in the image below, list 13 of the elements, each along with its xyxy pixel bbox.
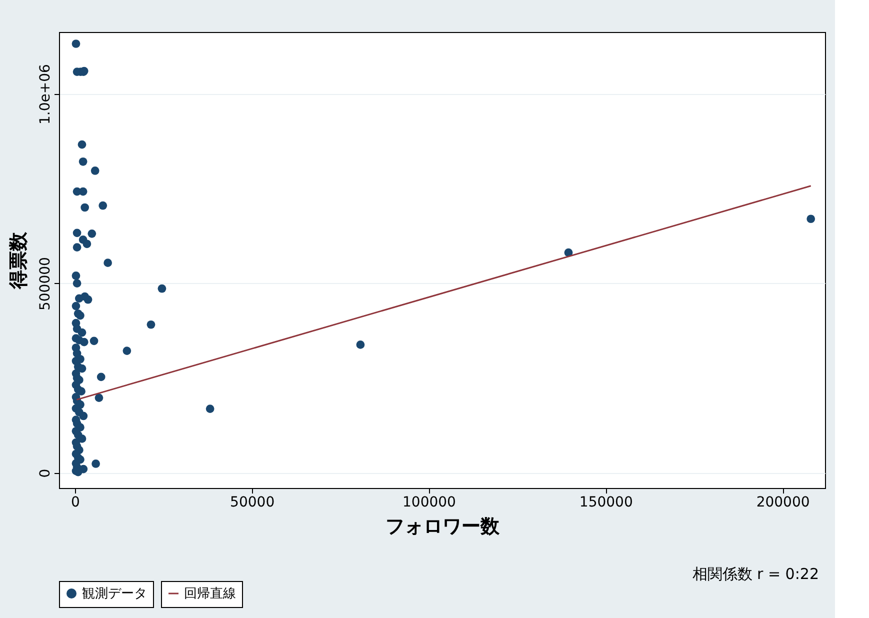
- x-tick-label: 200000: [756, 494, 810, 510]
- x-tick-label: 150000: [579, 494, 633, 510]
- text: 相関係数 r = 0:22: [692, 565, 819, 583]
- x-tick-label: 50000: [230, 494, 275, 510]
- y-axis-title: 得票数: [8, 231, 30, 290]
- legend-label: 回帰直線: [184, 586, 236, 602]
- x-tick-label: 0: [70, 494, 80, 510]
- y-tick-label: 1.0e+06: [38, 64, 54, 125]
- x-axis-title: フォロワー数: [386, 516, 500, 538]
- legend-label: 観測データ: [82, 586, 147, 602]
- y-tick-label: 500000: [38, 257, 54, 311]
- y-tick-label: 0: [38, 468, 54, 478]
- x-tick-label: 100000: [402, 494, 456, 510]
